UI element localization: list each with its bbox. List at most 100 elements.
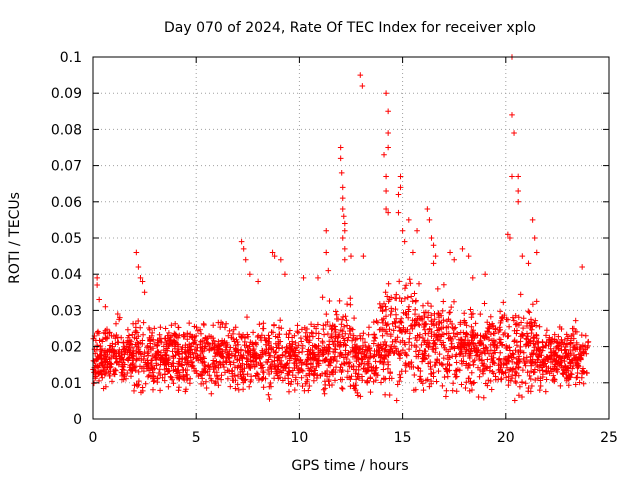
data-point xyxy=(515,188,521,194)
data-point xyxy=(397,184,404,191)
grid-lines xyxy=(93,57,609,419)
data-point xyxy=(339,195,346,201)
data-point xyxy=(469,275,476,281)
data-point xyxy=(339,184,346,191)
data-point xyxy=(359,83,366,89)
data-point xyxy=(96,296,102,303)
y-tick-label: 0.09 xyxy=(51,86,82,102)
data-point xyxy=(325,267,332,274)
data-point xyxy=(238,238,245,245)
data-point xyxy=(114,311,121,317)
data-point xyxy=(424,206,431,212)
y-tick-label: 0.06 xyxy=(51,195,82,211)
x-axis-title: GPS time / hours xyxy=(291,458,408,474)
data-point xyxy=(459,246,466,252)
data-point xyxy=(529,217,536,223)
data-point xyxy=(102,303,109,310)
data-point xyxy=(426,217,433,223)
x-tick-label: 15 xyxy=(394,430,412,446)
data-point xyxy=(323,249,330,256)
y-tick-label: 0.04 xyxy=(51,267,82,283)
y-tick-label: 0.02 xyxy=(51,340,82,356)
data-point xyxy=(141,289,148,296)
data-point xyxy=(383,173,389,180)
data-point xyxy=(531,235,538,241)
data-point xyxy=(515,199,521,205)
data-point xyxy=(271,253,278,259)
data-point xyxy=(315,275,321,281)
data-point xyxy=(94,275,100,281)
data-point xyxy=(242,256,249,263)
x-tick-label: 0 xyxy=(89,430,98,446)
data-point xyxy=(357,72,364,78)
data-point xyxy=(240,246,247,252)
data-point xyxy=(385,108,391,115)
data-point xyxy=(300,275,307,281)
data-point xyxy=(509,173,515,180)
data-point xyxy=(348,253,354,259)
data-point xyxy=(135,264,142,270)
data-point xyxy=(432,253,439,259)
data-point xyxy=(525,260,532,267)
data-point xyxy=(255,278,261,285)
data-point xyxy=(342,246,348,252)
y-tick-label: 0.03 xyxy=(51,303,82,319)
data-point xyxy=(410,249,416,256)
data-point xyxy=(395,191,402,198)
data-point xyxy=(133,249,140,256)
data-point xyxy=(323,227,330,234)
data-point xyxy=(337,155,344,162)
x-tick-label: 20 xyxy=(497,430,515,446)
y-axis-title: ROTI / TECUs xyxy=(7,192,23,284)
data-point xyxy=(139,278,146,285)
data-point xyxy=(579,264,585,270)
data-point xyxy=(340,213,347,220)
data-point xyxy=(533,249,540,256)
data-point xyxy=(430,242,437,249)
axis-ticks xyxy=(92,56,610,420)
data-point xyxy=(399,227,406,234)
data-point xyxy=(511,130,517,136)
data-point xyxy=(383,90,389,96)
y-tick-label: 0 xyxy=(73,412,82,428)
data-point xyxy=(381,151,387,158)
data-point xyxy=(282,271,288,277)
data-point xyxy=(428,235,435,241)
x-tick-label: 25 xyxy=(600,430,618,446)
data-point xyxy=(360,253,367,259)
data-point xyxy=(385,130,391,136)
data-point xyxy=(339,235,346,241)
data-point xyxy=(278,256,284,263)
chart-title: Day 070 of 2024, Rate Of TEC Index for r… xyxy=(164,20,536,36)
baseline-point-cloud xyxy=(90,276,592,404)
y-tick-labels: 0 0.01 0.02 0.03 0.04 0.05 0.06 0.07 0.08 0.09 0.1 xyxy=(51,50,82,428)
data-point xyxy=(342,227,348,234)
data-point xyxy=(465,253,472,259)
data-point xyxy=(515,173,521,180)
data-point xyxy=(509,112,515,118)
data-point xyxy=(414,227,420,234)
data-point xyxy=(401,238,408,245)
data-points xyxy=(90,54,592,404)
data-point xyxy=(505,231,511,238)
data-point xyxy=(430,260,437,267)
data-point xyxy=(385,144,391,151)
data-point xyxy=(94,282,100,288)
data-point xyxy=(383,206,389,212)
data-point xyxy=(383,188,389,194)
data-point xyxy=(519,253,526,259)
data-point xyxy=(447,249,453,256)
y-tick-label: 0.07 xyxy=(51,159,82,175)
data-point xyxy=(397,173,404,180)
data-point xyxy=(339,206,346,212)
data-point xyxy=(342,220,348,227)
y-tick-label: 0.08 xyxy=(51,122,82,138)
x-tick-label: 5 xyxy=(192,430,201,446)
data-point xyxy=(342,256,348,263)
y-tick-label: 0.01 xyxy=(51,376,82,392)
data-point xyxy=(269,249,276,256)
y-tick-label: 0.1 xyxy=(60,50,82,66)
y-tick-label: 0.05 xyxy=(51,231,82,247)
x-tick-labels: 0 5 10 15 20 25 xyxy=(89,430,618,446)
